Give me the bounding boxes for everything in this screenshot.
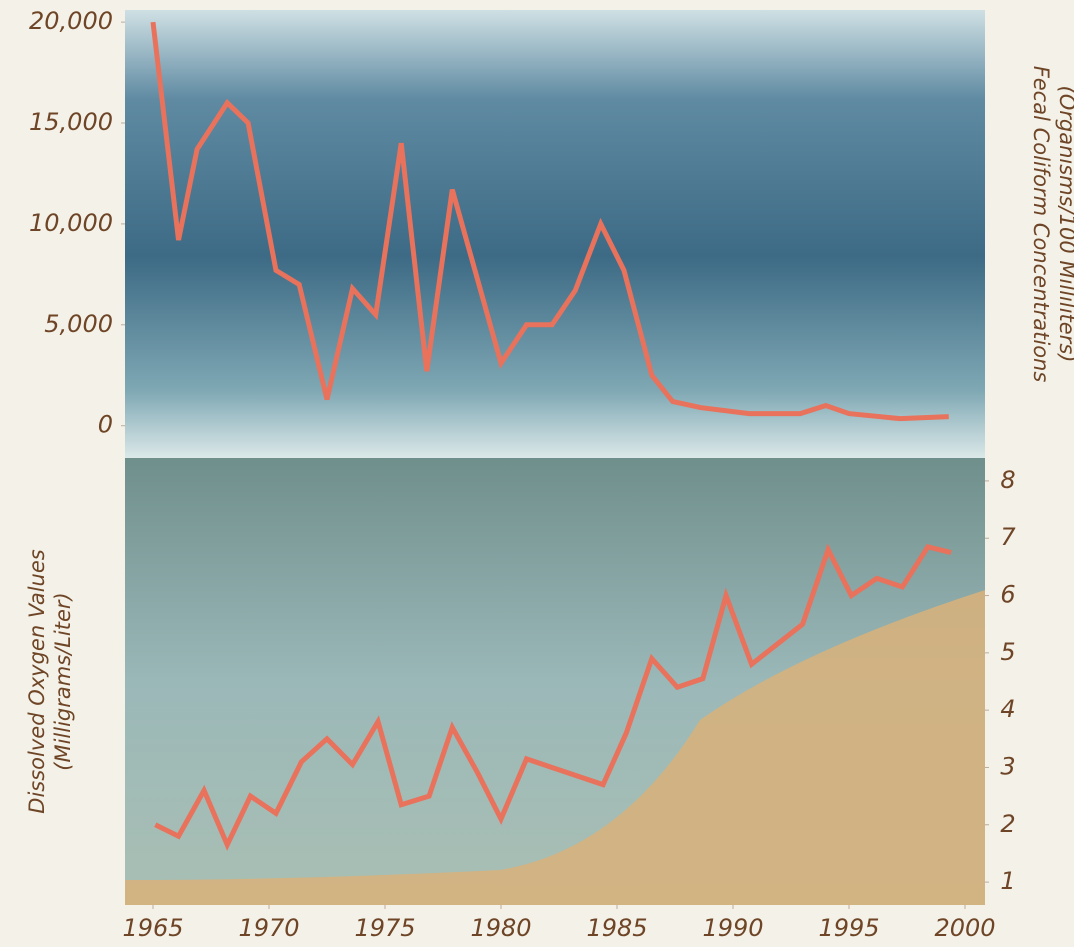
x-tick-label: 1980 [470,914,531,942]
y-axis-label: Dissolved Oxygen Values [25,549,49,813]
y-tick-label: 15,000 [29,108,113,136]
data-line [150,21,949,422]
y-tick-label: 10,000 [29,209,113,237]
y-tick-label: 0 [98,411,113,439]
x-tick-label: 2000 [934,914,995,942]
x-tick-label: 1975 [354,914,415,942]
x-tick-label: 1970 [238,914,299,942]
y-tick-label: 8 [1000,466,1015,494]
x-tick-label: 1990 [702,914,763,942]
sand [125,590,985,905]
y-tick-label: 6 [1000,581,1015,609]
y-tick-label: 20,000 [29,7,113,35]
y-axis-label: Fecal Coliform Concentrations [1029,66,1053,383]
y-axis-label: (Milligrams/Liter) [51,592,75,770]
y-tick-label: 4 [1000,695,1015,723]
sea-illustration [125,10,985,458]
y-tick-label: 1 [1000,867,1015,895]
y-tick-label: 3 [1000,752,1015,780]
y-tick-label: 2 [1000,810,1015,838]
x-tick-label: 1985 [586,914,647,942]
y-axis-label: (Organisms/100 Milliliters) [1055,86,1074,363]
data-line [154,543,952,851]
y-tick-label: 5,000 [44,310,113,338]
y-tick-label: 7 [1000,523,1016,551]
y-tick-label: 5 [1000,638,1015,666]
x-tick-label: 1965 [122,914,183,942]
x-tick-label: 1995 [818,914,879,942]
